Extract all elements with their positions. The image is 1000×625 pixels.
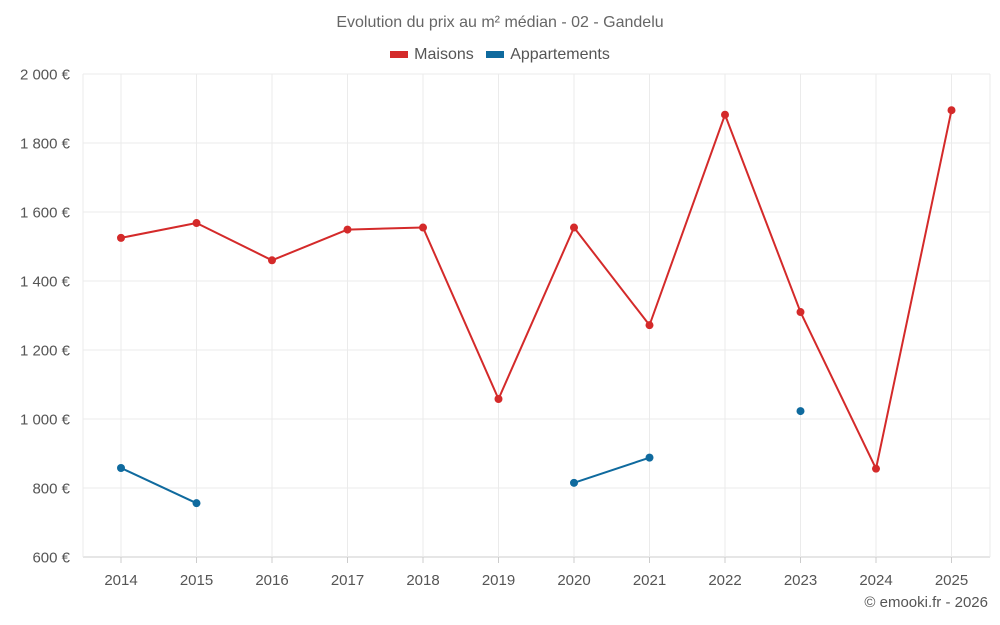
x-tick-label: 2016	[255, 572, 288, 589]
data-point-maisons-2025	[947, 106, 956, 115]
series-line-maisons	[120, 110, 953, 470]
legend[interactable]: Maisons Appartements	[0, 45, 1000, 64]
legend-label-appartements: Appartements	[510, 45, 610, 63]
data-point-appartements-2015	[192, 499, 201, 508]
data-point-maisons-2023	[796, 308, 805, 317]
x-tick-label: 2014	[104, 572, 137, 589]
x-tick-label: 2023	[784, 572, 817, 589]
y-axis: 600 € 800 € 1 000 € 1 200 € 1 400 € 1 600 € 1 …	[20, 67, 71, 567]
data-point-maisons-2024	[872, 464, 880, 473]
x-tick-label: 2024	[859, 572, 892, 589]
y-tick-label: 1 600 €	[20, 205, 71, 222]
chart-title: Evolution du prix au m² médian - 02 - Ga…	[336, 14, 664, 31]
data-point-maisons-2014	[117, 233, 125, 242]
grid	[82, 73, 991, 558]
data-point-maisons-2021	[645, 321, 654, 330]
legend-swatch-maisons	[390, 51, 409, 58]
series-line-appartements	[120, 467, 197, 505]
data-point-appartements-2014	[117, 463, 125, 472]
legend-swatch-appartements	[486, 51, 505, 58]
data-point-maisons-2017	[343, 225, 352, 234]
legend-item-maisons[interactable]: Maisons	[390, 46, 474, 64]
y-tick-label: 1 400 €	[20, 274, 71, 291]
legend-label-maisons: Maisons	[414, 45, 474, 63]
data-point-maisons-2018	[419, 223, 427, 232]
data-point-appartements-2023	[796, 407, 805, 416]
legend-item-appartements[interactable]: Appartements	[486, 46, 610, 64]
y-tick-label: 2 000 €	[20, 67, 71, 84]
x-tick-label: 2019	[482, 572, 515, 589]
data-point-appartements-2020	[570, 478, 578, 487]
series-line-appartements	[573, 456, 650, 484]
series-layer	[117, 106, 956, 508]
y-tick-label: 800 €	[32, 481, 70, 498]
data-point-maisons-2016	[268, 256, 276, 265]
x-tick-label: 2020	[557, 572, 590, 589]
data-point-maisons-2020	[570, 223, 578, 232]
x-tick-label: 2018	[406, 572, 439, 589]
data-point-maisons-2015	[192, 219, 201, 228]
data-point-maisons-2022	[721, 110, 729, 119]
data-point-appartements-2021	[645, 453, 654, 462]
x-tick-label: 2015	[180, 572, 213, 589]
credit: © emooki.fr - 2026	[864, 594, 988, 611]
y-tick-label: 1 800 €	[20, 136, 71, 153]
data-point-maisons-2019	[494, 394, 503, 403]
y-tick-label: 600 €	[32, 550, 70, 567]
x-tick-label: 2025	[935, 572, 968, 589]
y-tick-label: 1 200 €	[20, 343, 71, 360]
x-tick-label: 2017	[331, 572, 364, 589]
x-tick-label: 2022	[708, 572, 741, 589]
x-axis: 2014 2015 2016 2017 2018 2019 2020 2021 2022 2023…	[104, 557, 968, 589]
x-tick-label: 2021	[633, 572, 666, 589]
y-tick-label: 1 000 €	[20, 412, 71, 429]
